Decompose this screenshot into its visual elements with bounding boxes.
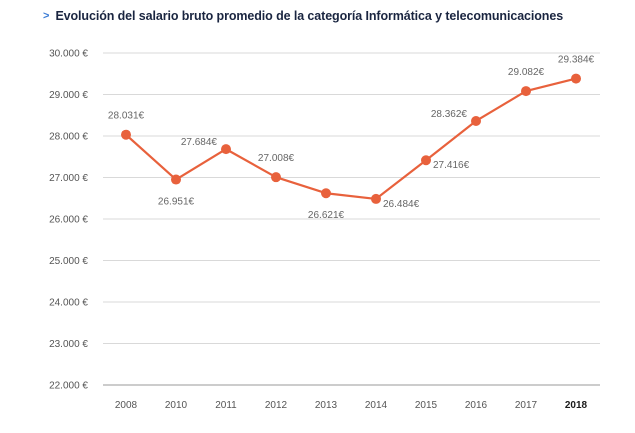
data-labels: 28.031€ 26.951€ 27.684€ 27.008€ 26.621€ 26.48… — [108, 55, 595, 222]
x-tick-label: 2011 — [215, 400, 237, 411]
y-tick-label: 25.000 € — [49, 256, 88, 267]
data-point — [571, 73, 581, 84]
data-label: 26.621€ — [308, 210, 345, 221]
data-label: 27.008€ — [258, 153, 295, 164]
x-tick-label: 2018 — [565, 400, 588, 411]
series-line — [125, 77, 577, 201]
y-tick-label: 28.000 € — [49, 132, 88, 143]
data-label: 29.384€ — [558, 55, 595, 66]
data-point — [371, 193, 381, 204]
y-tick-label: 22.000 € — [49, 381, 88, 392]
x-tick-label: 2012 — [265, 400, 288, 411]
data-point — [121, 129, 131, 140]
data-label: 28.031€ — [108, 111, 145, 122]
x-tick-label: 2013 — [315, 400, 338, 411]
data-label: 27.684€ — [181, 137, 218, 148]
y-tick-label: 26.000 € — [49, 215, 88, 226]
x-tick-label: 2008 — [115, 400, 138, 411]
grid-lines — [103, 52, 600, 386]
data-label: 28.362€ — [431, 109, 468, 120]
y-tick-label: 29.000 € — [49, 90, 88, 101]
x-tick-label: 2014 — [365, 400, 388, 411]
chart-header: > Evolución del salario bruto promedio d… — [43, 9, 563, 23]
data-label: 26.951€ — [158, 197, 195, 208]
y-tick-label: 24.000 € — [49, 298, 88, 309]
data-point — [321, 188, 331, 199]
chevron-right-icon: > — [43, 10, 50, 22]
data-point — [221, 144, 231, 155]
y-tick-label: 27.000 € — [49, 173, 88, 184]
data-label: 26.484€ — [383, 199, 420, 210]
data-label: 29.082€ — [508, 67, 545, 78]
data-point — [471, 115, 481, 126]
x-tick-label: 2015 — [415, 400, 438, 411]
x-tick-label: 2010 — [165, 400, 188, 411]
x-tick-label: 2017 — [515, 400, 538, 411]
y-axis: 22.000 € 23.000 € 24.000 € 25.000 € 26.000 €… — [49, 49, 88, 392]
y-tick-label: 23.000 € — [49, 339, 88, 350]
data-label: 27.416€ — [433, 160, 470, 171]
data-point — [271, 172, 281, 183]
x-tick-label: 2016 — [465, 400, 488, 411]
data-point — [171, 174, 181, 185]
y-tick-label: 30.000 € — [49, 49, 88, 60]
data-point — [521, 86, 531, 97]
data-point — [421, 155, 431, 166]
x-axis: 2008 2010 2011 2012 2013 2014 2015 2016 2017 2018 — [115, 400, 588, 411]
chart-title: Evolución del salario bruto promedio de … — [55, 9, 564, 23]
data-points — [121, 73, 581, 204]
